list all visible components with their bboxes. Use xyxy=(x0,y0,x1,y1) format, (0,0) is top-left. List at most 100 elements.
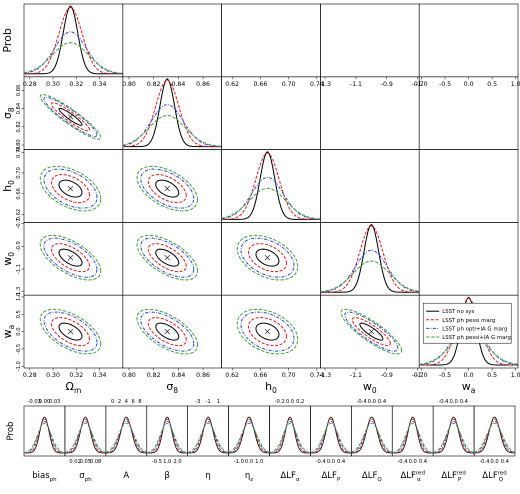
series-lsst-ph-opti-ia-g-marg-nuisance-pdf xyxy=(433,420,475,454)
panel-h0-s8 xyxy=(122,149,222,223)
nuisance-label-sup: red xyxy=(498,471,507,477)
series-lsst-ph-opti-ia-g-marg-pdf xyxy=(122,104,222,147)
mean-marker-b xyxy=(264,254,271,261)
nuisance-label-sub: P xyxy=(458,477,462,483)
nuisance-label-main: bias xyxy=(32,471,50,481)
series-lsst-ph-pessi-ia-g-marg-contour xyxy=(136,308,199,355)
panel-wa-s8 xyxy=(122,294,222,369)
nuisance-bottom-tick-label: 0.0 xyxy=(490,459,498,465)
nuisance-label-main: ΔLF xyxy=(321,471,337,481)
panel-h0-w0 xyxy=(320,149,420,223)
mean-marker xyxy=(67,254,74,261)
x-tick-top-label-wa: 1.0 xyxy=(511,81,520,88)
series-lsst-ph-pessi-marg-nuisance-pdf xyxy=(228,418,270,454)
series-lsst-ph-pessi-marg-nuisance-pdf xyxy=(351,418,393,454)
series-lsst-ph-pessi-marg-contour xyxy=(147,243,187,273)
panel-om-h0 xyxy=(221,3,321,78)
x-tick-label-s8: 0.84 xyxy=(171,372,185,379)
legend-label-series-lsst-ph-pessi-marg: LSST ph pessi marg xyxy=(442,318,495,324)
nuisance-frame xyxy=(391,405,434,457)
panel-frame xyxy=(320,3,420,78)
nuisance-label-main: ΔLF xyxy=(482,471,498,481)
nuisance-label: ΔLFP xyxy=(321,471,340,483)
panel-h0-h0 xyxy=(221,149,321,223)
y-axis-label-h0: h0 xyxy=(1,180,16,192)
series-lsst-no-sys-contour xyxy=(155,322,180,341)
x-tick-label-om: 0.30 xyxy=(46,372,60,379)
nuisance-label: ΔLFred P xyxy=(441,471,465,484)
nuisance-top-tick-label: 0 xyxy=(111,399,114,405)
nuisance-label-sup: red xyxy=(416,471,425,477)
series-lsst-no-sys-nuisance-pdf xyxy=(351,416,393,454)
series-lsst-ph-pessi-ia-g-marg-pdf xyxy=(23,42,123,74)
x-tick-label-om: 0.32 xyxy=(69,372,83,379)
panel-w0-h0 xyxy=(221,222,321,296)
x-tick-top-label-om: 0.30 xyxy=(46,81,60,88)
x-tick-label-wa: -0.5 xyxy=(439,372,451,379)
series-lsst-no-sys-contour xyxy=(58,179,83,198)
panel-wa-om xyxy=(23,294,124,369)
x-axis-label-sub: a xyxy=(471,386,476,395)
y-tick-label-w0: -1.3 xyxy=(16,287,22,297)
nuisance-frame xyxy=(473,405,516,457)
nuisance-bottom-tick-label: 2.0 xyxy=(173,459,181,465)
series-lsst-ph-pessi-ia-g-marg-contour xyxy=(236,308,299,355)
nuisance-panel-0: -0.030.000.03 biasph xyxy=(23,399,66,483)
series-lsst-ph-pessi-ia-g-marg-contour xyxy=(236,234,299,281)
panel-s8-w0 xyxy=(320,76,420,150)
series-lsst-ph-pessi-ia-g-marg-contour xyxy=(340,308,403,355)
panel-om-w0 xyxy=(320,3,420,78)
series-lsst-ph-pessi-ia-g-marg-contour xyxy=(39,94,102,140)
nuisance-label-main: β xyxy=(164,471,169,481)
panel-frame xyxy=(221,294,321,369)
panel-frame xyxy=(23,222,124,296)
nuisance-frame xyxy=(105,405,148,457)
series-lsst-ph-opti-ia-g-marg-nuisance-pdf xyxy=(23,420,65,454)
mean-marker-b xyxy=(164,254,170,261)
nuisance-frame xyxy=(23,405,66,457)
x-axis-label-w0: w0 xyxy=(363,380,377,395)
mean-marker-b xyxy=(67,254,74,261)
nuisance-top-tick-label: 0.4 xyxy=(378,399,387,405)
x-tick-top-label-s8: 0.82 xyxy=(147,81,161,88)
series-lsst-no-sys-pdf xyxy=(122,78,222,148)
series-lsst-ph-pessi-ia-g-marg-contour xyxy=(39,234,102,281)
mean-marker-b xyxy=(67,328,74,335)
x-axis-label-sub: 0 xyxy=(272,386,277,395)
panel-frame xyxy=(418,3,519,78)
nuisance-label-main: ΔLF xyxy=(280,471,296,481)
series-lsst-ph-pessi-marg-contour xyxy=(247,317,287,347)
x-tick-label-w0: -1.3 xyxy=(319,372,331,379)
series-lsst-ph-pessi-ia-g-marg-nuisance-pdf xyxy=(23,422,65,454)
x-tick-top-label-s8: 0.86 xyxy=(196,81,210,88)
nuisance-panel-1: 0.020.050.08 σph xyxy=(64,405,107,483)
nuisance-panel-2: 0 2 4 6 8 A xyxy=(105,399,148,481)
series-lsst-ph-opti-ia-g-marg-nuisance-pdf xyxy=(146,420,188,454)
series-lsst-ph-pessi-ia-g-marg-pdf xyxy=(122,114,222,147)
x-tick-top-label-h0: 0.62 xyxy=(225,81,239,88)
x-tick-top-label-s8: 0.80 xyxy=(122,81,136,88)
series-lsst-ph-pessi-ia-g-marg-nuisance-pdf xyxy=(433,422,475,453)
nuisance-label-sub: P xyxy=(337,477,341,483)
triangle-grid: 0.280.280.300.300.320.320.340.34Ωm0.800.… xyxy=(1,3,520,395)
panel-frame xyxy=(221,222,321,296)
series-lsst-no-sys-contour xyxy=(155,179,180,198)
series-lsst-ph-pessi-ia-g-marg-contour xyxy=(136,165,199,212)
series-lsst-ph-opti-ia-g-marg-contour xyxy=(140,311,195,352)
series-lsst-ph-pessi-ia-g-marg-nuisance-pdf xyxy=(351,422,393,453)
mean-marker xyxy=(264,328,271,335)
y-tick-label-wa: -0.5 xyxy=(16,344,22,354)
nuisance-panel-3: -0.5 1.0 2.0 β xyxy=(146,405,188,481)
nuisance-top-tick-label: -0.03 xyxy=(28,399,41,405)
series-lsst-ph-opti-ia-g-marg-pdf xyxy=(320,249,420,293)
mean-marker xyxy=(164,254,170,261)
series-lsst-ph-opti-ia-g-marg-contour xyxy=(43,237,98,278)
x-tick-label-s8: 0.86 xyxy=(196,372,210,379)
nuisance-top-tick-label: -0.4 xyxy=(438,399,449,405)
series-lsst-ph-pessi-marg-nuisance-pdf xyxy=(392,418,434,454)
series-lsst-ph-pessi-marg-contour xyxy=(50,317,91,347)
nuisance-label-main: η xyxy=(205,471,210,481)
series-lsst-ph-pessi-marg-nuisance-pdf xyxy=(269,418,311,454)
nuisance-bottom-tick-label: 0.4 xyxy=(337,459,346,465)
